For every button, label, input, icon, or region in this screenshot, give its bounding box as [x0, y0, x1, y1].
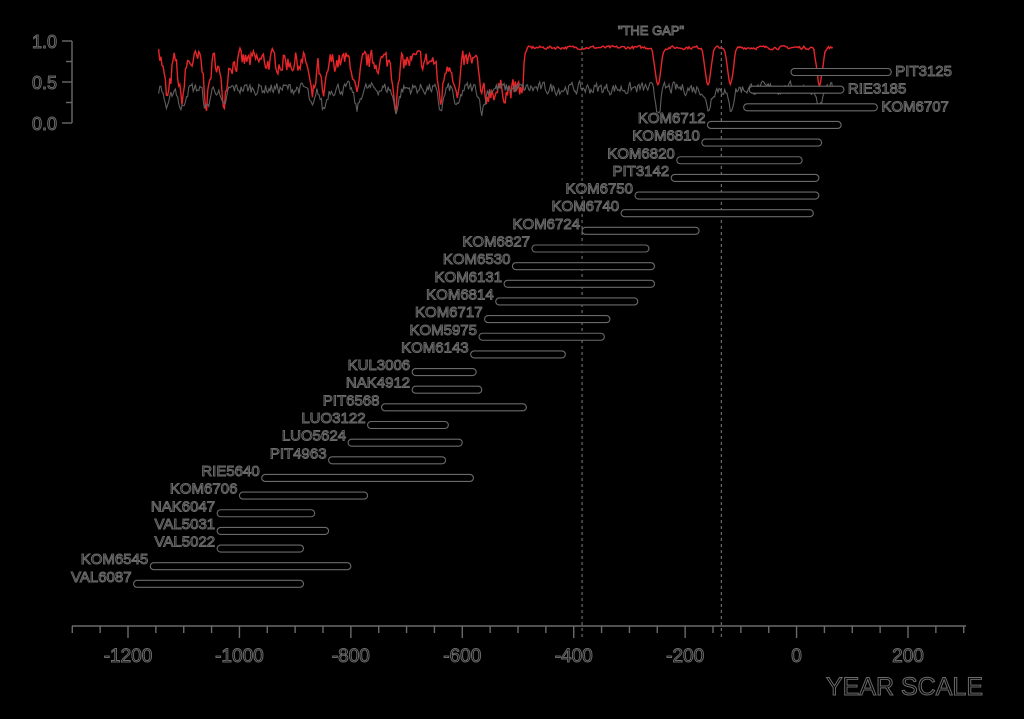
bar-nak6047: [216, 509, 316, 518]
bar-label-kom6810: KOM6810: [632, 128, 700, 145]
bar-label-kom6717: KOM6717: [415, 304, 483, 321]
bar-kom6707: [743, 103, 878, 112]
x-tick-label: -1200: [104, 646, 153, 667]
correlation-panel: 0.0 0.5 1.0: [31, 32, 834, 135]
correlation-curve-grey: [158, 79, 834, 117]
x-tick-label: 200: [892, 646, 924, 667]
x-tick-label: -800: [332, 646, 370, 667]
gap-annotation: "THE GAP": [618, 23, 685, 38]
bar-kom6131: [503, 279, 656, 288]
bar-label-kom6530: KOM6530: [443, 251, 511, 268]
bar-nak4912: [411, 385, 483, 394]
bar-label-kom6712: KOM6712: [638, 110, 706, 127]
bar-label-kom6706: KOM6706: [170, 481, 238, 498]
bar-kom6545: [149, 562, 352, 571]
x-tick-label: -200: [666, 646, 704, 667]
bar-kom6717: [484, 315, 611, 324]
bar-label-kom6131: KOM6131: [435, 269, 503, 286]
bar-label-kul3006: KUL3006: [348, 357, 411, 374]
bar-label-val5031: VAL5031: [155, 516, 216, 533]
bar-pit4963: [328, 456, 447, 465]
bar-label-kom6740: KOM6740: [552, 198, 620, 215]
bar-kom6143: [470, 350, 566, 359]
bar-pit3125: [790, 67, 892, 77]
x-tick-label: -400: [555, 646, 593, 667]
bar-luo5624: [347, 438, 463, 447]
bar-kom5975: [478, 332, 605, 341]
bar-rie5640: [261, 473, 474, 483]
x-axis-title: YEAR SCALE: [826, 673, 983, 701]
gap-markers: "THE GAP": [581, 23, 722, 638]
y-tick-label: 0.5: [32, 73, 57, 93]
bar-val5031: [216, 526, 330, 535]
bar-label-val6087: VAL6087: [71, 569, 132, 586]
bar-label-kom6143: KOM6143: [401, 339, 469, 356]
y-tick-label: 1.0: [32, 32, 57, 52]
bar-kom6814: [495, 297, 639, 306]
x-axis: -1200 -1000 -800 -600 -400 -200 0 200: [71, 625, 966, 668]
bar-luo3122: [367, 420, 449, 430]
x-tick-label: 0: [791, 646, 802, 667]
y-tick-label: 0.0: [32, 114, 57, 134]
bar-kom6810: [701, 138, 823, 147]
bar-pit3142: [670, 173, 820, 182]
bar-pit6568: [380, 403, 527, 412]
bar-label-kom6827: KOM6827: [462, 234, 530, 251]
correlation-curve-red: [157, 44, 834, 114]
bar-kom6827: [531, 244, 650, 253]
bar-label-nak6047: NAK6047: [151, 498, 215, 515]
bar-label-pit3125: PIT3125: [895, 63, 952, 80]
bar-label-kom5975: KOM5975: [409, 322, 477, 339]
bar-label-nak4912: NAK4912: [346, 375, 410, 392]
bar-label-rie3185: RIE3185: [848, 81, 906, 98]
bar-label-kom6820: KOM6820: [607, 145, 675, 162]
bar-label-rie5640: RIE5640: [201, 463, 259, 480]
bar-kom6712: [706, 120, 842, 129]
x-tick-label: -1000: [215, 646, 264, 667]
bar-kul3006: [411, 367, 477, 377]
bar-kom6706: [238, 491, 369, 500]
bar-label-kom6814: KOM6814: [426, 286, 494, 303]
bar-label-val5022: VAL5022: [155, 534, 216, 551]
bar-kom6820: [676, 156, 803, 165]
bar-val6087: [133, 579, 305, 588]
bar-kom6750: [634, 191, 820, 200]
x-tick-label: -600: [443, 646, 481, 667]
bar-rie3185: [748, 85, 845, 94]
bar-label-kom6724: KOM6724: [513, 216, 581, 233]
bar-label-pit6568: PIT6568: [323, 392, 380, 409]
bar-kom6724: [581, 226, 700, 235]
sample-bars: PIT3125RIE3185KOM6707KOM6712KOM6810KOM68…: [70, 63, 953, 588]
bar-label-luo3122: LUO3122: [301, 410, 365, 427]
bar-label-kom6750: KOM6750: [565, 181, 633, 198]
bar-label-pit4963: PIT4963: [270, 445, 327, 462]
bar-kom6530: [511, 262, 656, 271]
bar-label-kom6707: KOM6707: [881, 98, 949, 115]
bar-kom6740: [620, 209, 814, 218]
bar-val5022: [216, 544, 305, 553]
bar-label-kom6545: KOM6545: [81, 551, 149, 568]
bar-label-pit3142: PIT3142: [612, 163, 669, 180]
bar-label-luo5624: LUO5624: [282, 428, 346, 445]
